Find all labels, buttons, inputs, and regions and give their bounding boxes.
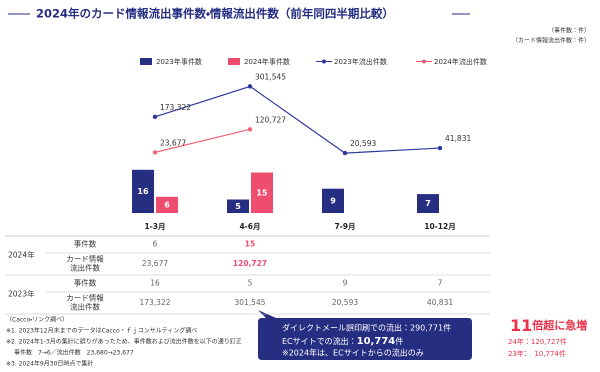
bar bbox=[227, 199, 249, 213]
table-cell: 7 bbox=[438, 279, 443, 288]
row-label: カード情報 bbox=[66, 293, 104, 303]
point bbox=[152, 150, 158, 155]
note: （Cacco・リンク調べ） bbox=[6, 317, 68, 324]
group-label: 2024年 bbox=[8, 250, 35, 260]
row-label: 事件数 bbox=[74, 239, 97, 249]
point-label: 173,322 bbox=[160, 103, 191, 112]
note: ※2. 2024年1-3月の集計に誤りがあったため、事件数および流出件数を以下の… bbox=[6, 338, 242, 346]
note: ※3. 2024年9月30日時点で集計 bbox=[6, 360, 93, 368]
chart-title: 2024年のカード情報流出事件数・情報流出件数（前年同四半期比較） bbox=[36, 7, 394, 21]
table-cell: 301,545 bbox=[234, 298, 265, 307]
bar-label: 5 bbox=[235, 202, 241, 211]
highlight-head: 11倍超に急増 bbox=[510, 316, 587, 335]
table-cell: 20,593 bbox=[332, 298, 358, 307]
row-label: 事件数 bbox=[74, 278, 97, 288]
bar bbox=[417, 194, 439, 213]
legend-swatch bbox=[140, 58, 152, 65]
highlight-line: 24年：120,727件 bbox=[508, 337, 567, 346]
x-tick-label: 4-6月 bbox=[239, 222, 260, 231]
table-cell: 6 bbox=[153, 240, 158, 249]
bar-label: 7 bbox=[425, 199, 431, 208]
highlight-line: 23年： 10,774件 bbox=[508, 349, 566, 358]
point-label: 23,677 bbox=[160, 138, 186, 147]
legend-swatch bbox=[322, 59, 326, 64]
callout-text: ダイレクトメール誤印刷での流出：290,771件 bbox=[282, 323, 451, 333]
note: ※1. 2023年12月末までのデータはCacco・ｆｊコンサルティング調べ bbox=[6, 327, 197, 335]
row-label: カード情報 bbox=[66, 254, 104, 264]
point-label: 301,545 bbox=[255, 72, 286, 81]
table-cell: 5 bbox=[248, 279, 253, 288]
line bbox=[154, 128, 251, 153]
note: 事件数 7→6／流出件数 23,680→23,677 bbox=[14, 349, 134, 357]
legend-label: 2024年流出件数 bbox=[434, 57, 487, 66]
x-tick-label: 1-3月 bbox=[144, 222, 165, 231]
point bbox=[437, 145, 443, 151]
point bbox=[247, 127, 253, 132]
bar bbox=[251, 172, 273, 213]
point-label: 120,727 bbox=[255, 115, 286, 124]
bar bbox=[322, 188, 344, 213]
table-cell: 23,677 bbox=[142, 259, 168, 268]
point bbox=[342, 150, 348, 156]
callout-text: ECサイトでの流出：10,774件 bbox=[282, 336, 403, 348]
unit-note: （カード情報流出件数：件） bbox=[512, 37, 590, 45]
callout-box bbox=[258, 310, 472, 360]
bar-label: 9 bbox=[330, 196, 336, 205]
x-tick-label: 7-9月 bbox=[334, 222, 355, 231]
row-label: 流出件数 bbox=[70, 263, 100, 273]
point bbox=[247, 84, 253, 89]
bar-label: 15 bbox=[256, 188, 268, 197]
callout-note: ※2024年は、ECサイトからの流出のみ bbox=[282, 348, 424, 358]
legend-label: 2023年流出件数 bbox=[334, 57, 387, 66]
row-label: 流出件数 bbox=[70, 302, 100, 312]
legend-swatch bbox=[422, 59, 426, 64]
legend-label: 2024年事件数 bbox=[244, 57, 290, 66]
line bbox=[154, 85, 441, 154]
point-label: 20,593 bbox=[350, 139, 376, 148]
unit-note: （事件数：件） bbox=[548, 27, 590, 35]
bar-label: 6 bbox=[164, 200, 170, 209]
x-tick-label: 10-12月 bbox=[424, 222, 456, 231]
table-cell: 16 bbox=[150, 279, 160, 288]
bar bbox=[156, 196, 178, 213]
table-cell: 15 bbox=[245, 240, 255, 249]
table-cell: 40,831 bbox=[427, 298, 453, 307]
table-cell: 173,322 bbox=[139, 298, 170, 307]
legend-swatch bbox=[228, 58, 240, 65]
bar-label: 16 bbox=[137, 187, 149, 196]
point bbox=[152, 114, 158, 120]
group-label: 2023年 bbox=[8, 289, 35, 299]
table-cell: 9 bbox=[343, 279, 348, 288]
legend-label: 2023年事件数 bbox=[156, 57, 202, 66]
point-label: 41,831 bbox=[445, 134, 471, 143]
table-cell: 120,727 bbox=[233, 259, 267, 268]
bar bbox=[132, 169, 154, 213]
